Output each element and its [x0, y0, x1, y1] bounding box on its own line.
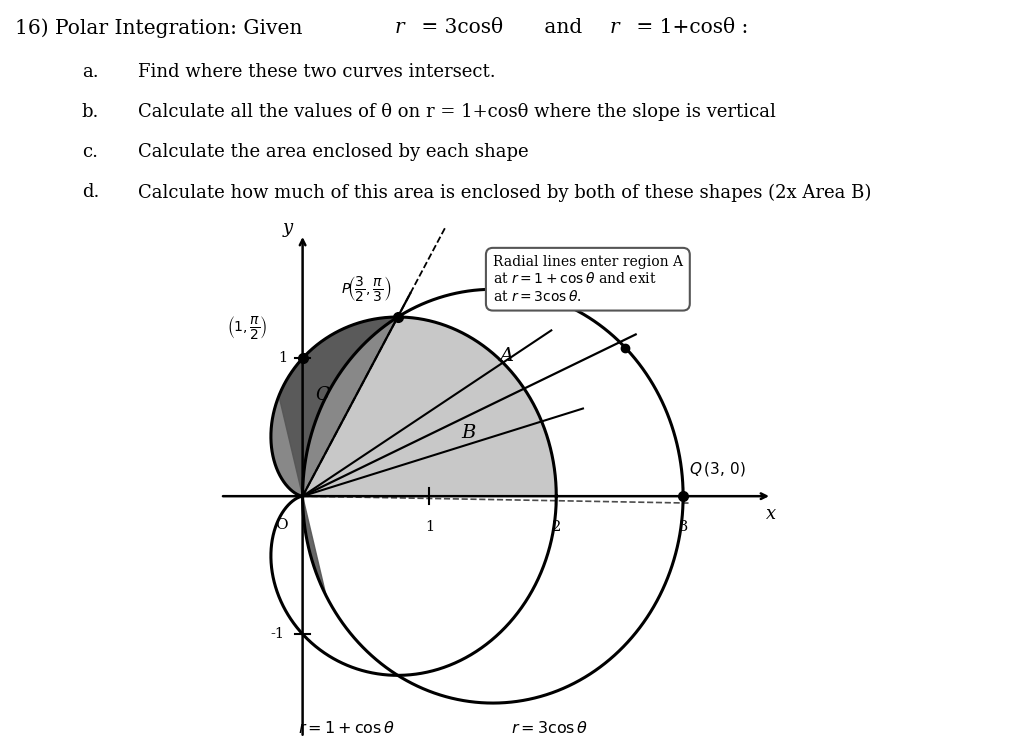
Text: $\!\left(1,\dfrac{\pi}{2}\right)$: $\!\left(1,\dfrac{\pi}{2}\right)$	[227, 314, 267, 341]
Text: $Q\,(3,\,0)$: $Q\,(3,\,0)$	[689, 460, 746, 478]
Text: 1: 1	[279, 351, 288, 365]
Text: Calculate the area enclosed by each shape: Calculate the area enclosed by each shap…	[138, 143, 528, 161]
Text: B: B	[461, 424, 475, 443]
Text: -1: -1	[270, 627, 285, 641]
Text: y: y	[283, 219, 293, 237]
Text: r: r	[394, 18, 403, 37]
Text: Radial lines enter region A
at $r = 1 + \cos\theta$ and exit
at $r = 3\cos\theta: Radial lines enter region A at $r = 1 + …	[493, 255, 683, 304]
Text: $P\!\left(\dfrac{3}{2},\dfrac{\pi}{3}\right)$: $P\!\left(\dfrac{3}{2},\dfrac{\pi}{3}\ri…	[341, 274, 391, 303]
Text: b.: b.	[82, 103, 99, 121]
Text: d.: d.	[82, 183, 99, 201]
Text: A: A	[500, 347, 513, 365]
Text: $r = 3\cos\theta$: $r = 3\cos\theta$	[511, 720, 589, 737]
Polygon shape	[279, 317, 397, 596]
Text: 3: 3	[679, 519, 688, 533]
Text: C: C	[315, 386, 329, 404]
Text: $r = 1 + \cos\theta$: $r = 1 + \cos\theta$	[298, 720, 395, 737]
Text: Find where these two curves intersect.: Find where these two curves intersect.	[138, 63, 496, 80]
Polygon shape	[271, 317, 397, 496]
Text: 2: 2	[552, 519, 561, 533]
Text: Calculate how much of this area is enclosed by both of these shapes (2x Area B): Calculate how much of this area is enclo…	[138, 183, 871, 201]
Text: = 1+cosθ :: = 1+cosθ :	[630, 18, 749, 37]
Text: 1: 1	[425, 519, 434, 533]
Text: and: and	[538, 18, 588, 37]
Text: 16) Polar Integration: Given: 16) Polar Integration: Given	[15, 18, 309, 37]
Text: x: x	[766, 505, 776, 523]
Text: = 3cosθ: = 3cosθ	[415, 18, 503, 37]
Text: r: r	[609, 18, 618, 37]
Text: a.: a.	[82, 63, 98, 80]
Polygon shape	[271, 317, 556, 496]
Text: c.: c.	[82, 143, 98, 161]
Text: Calculate all the values of θ on r = 1+cosθ where the slope is vertical: Calculate all the values of θ on r = 1+c…	[138, 103, 776, 121]
Text: O: O	[274, 519, 288, 532]
